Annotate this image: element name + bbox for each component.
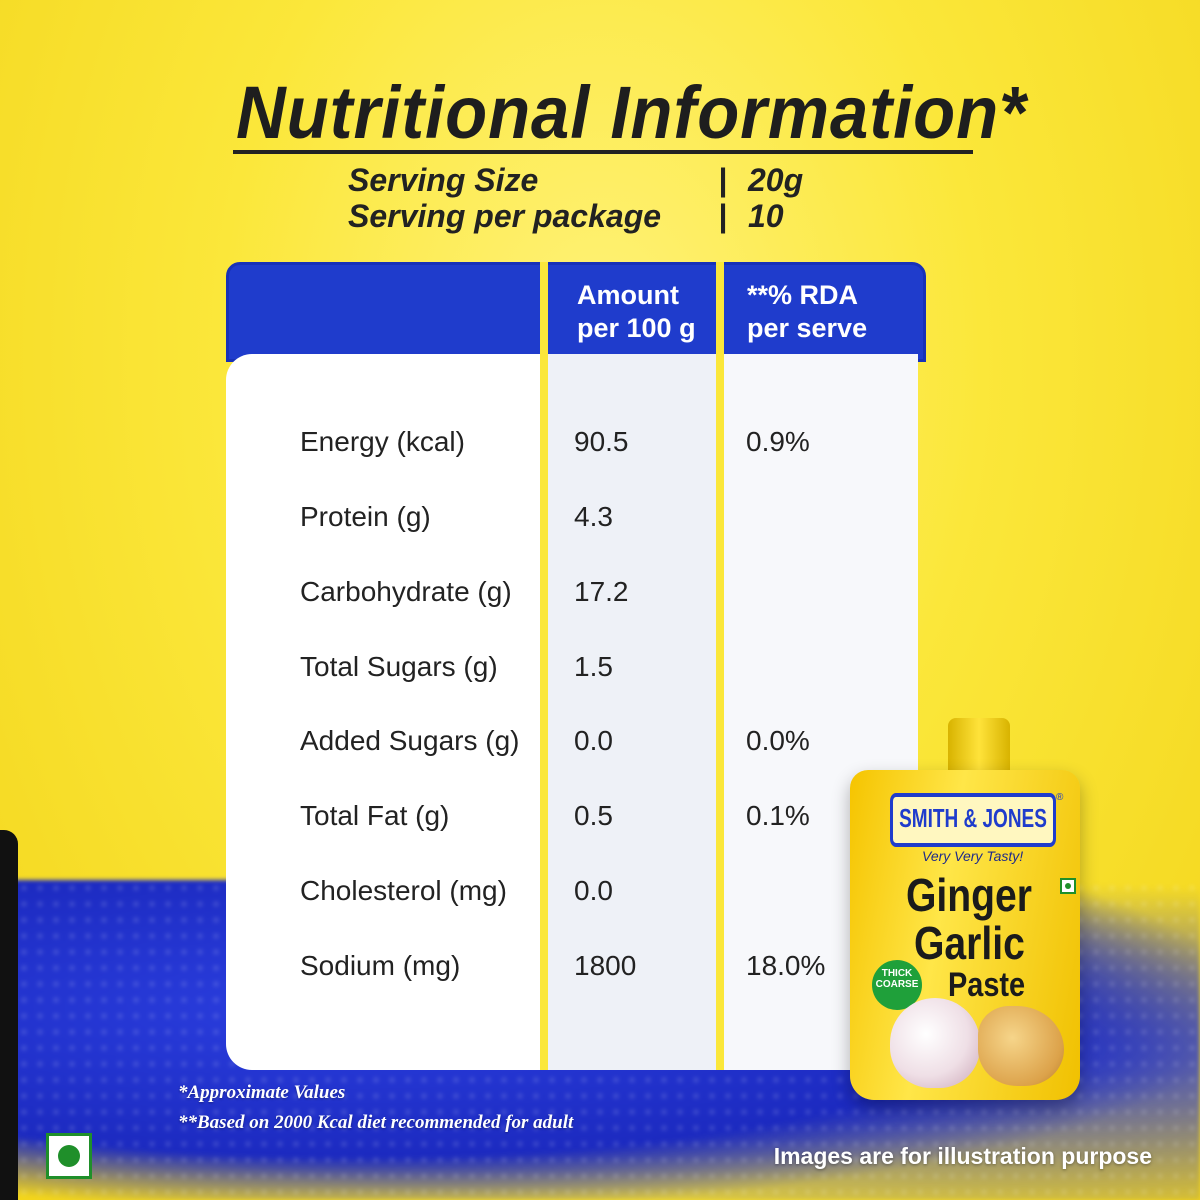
nutrient-name: Added Sugars (g) (300, 725, 520, 756)
vegetarian-icon (1060, 878, 1076, 894)
table-row: Total Fat (g) 0.5 0.1% (226, 800, 926, 840)
nutrient-name: Protein (g) (300, 501, 431, 532)
thick-coarse-badge: THICK COARSE (872, 960, 922, 1010)
product-name-line2: Garlic (914, 917, 1025, 969)
footnote-rda-basis: **Based on 2000 Kcal diet recommended fo… (178, 1112, 574, 1133)
table-row: Total Sugars (g) 1.5 (226, 651, 926, 691)
column-divider (716, 262, 724, 1070)
nutrient-amount: 17.2 (574, 576, 629, 607)
nutrient-amount: 4.3 (574, 501, 613, 532)
ginger-icon (978, 1006, 1064, 1086)
brand-logo: SMITH & JONES (890, 793, 1056, 847)
serving-size-value: 20g (748, 162, 804, 198)
table-header: Amount per 100 g **% RDA per serve (226, 262, 926, 362)
table-row: Sodium (mg) 1800 18.0% (226, 950, 926, 990)
nutrient-amount: 0.5 (574, 800, 613, 831)
serving-per-package-label: Serving per package (348, 198, 662, 234)
serving-size-label: Serving Size (348, 162, 539, 198)
nutrient-name: Total Sugars (g) (300, 651, 498, 682)
table-row: Carbohydrate (g) 17.2 (226, 576, 926, 616)
nutrient-name: Energy (kcal) (300, 426, 465, 457)
nutrient-name: Sodium (mg) (300, 950, 461, 981)
serving-size-row: Serving Size | 20g (348, 162, 803, 199)
nutrient-rda: 0.1% (746, 800, 810, 831)
amount-column-shade (548, 354, 716, 1070)
product-tagline: Very Very Tasty! (922, 848, 1024, 864)
table-row: Added Sugars (g) 0.0 0.0% (226, 725, 926, 765)
pouch-cap (948, 718, 1010, 776)
illustration-disclaimer: Images are for illustration purpose (773, 1143, 1152, 1169)
serving-per-package-value: 10 (748, 198, 784, 234)
registered-mark: ® (1056, 792, 1064, 803)
vegetarian-icon (46, 1133, 92, 1179)
nutrient-name: Cholesterol (mg) (300, 875, 507, 906)
nutrient-name: Total Fat (g) (300, 800, 450, 831)
header-amount: Amount per 100 g (577, 280, 696, 343)
title-underline (233, 150, 973, 154)
product-name-line3: Paste (948, 966, 1026, 1004)
page-title: Nutritional Information* (236, 71, 1027, 154)
nutrient-amount: 1.5 (574, 651, 613, 682)
serving-separator: | (718, 198, 727, 234)
nutrient-name: Carbohydrate (g) (300, 576, 512, 607)
footnote-approximate: *Approximate Values (178, 1082, 346, 1103)
nutrient-amount: 0.0 (574, 875, 613, 906)
garlic-icon (890, 998, 980, 1088)
nutrient-rda: 0.0% (746, 725, 810, 756)
nutrient-rda: 0.9% (746, 426, 810, 457)
nutrient-amount: 90.5 (574, 426, 629, 457)
nutrition-table: Amount per 100 g **% RDA per serve Energ… (226, 262, 926, 1070)
table-row: Protein (g) 4.3 (226, 501, 926, 541)
table-row: Cholesterol (mg) 0.0 (226, 875, 926, 915)
header-rda: **% RDA per serve (747, 280, 868, 343)
nutrient-amount: 0.0 (574, 725, 613, 756)
serving-per-package-row: Serving per package | 10 (348, 198, 784, 235)
serving-separator: | (718, 162, 727, 198)
nutrient-rda: 18.0% (746, 950, 826, 981)
product-pouch-image: SMITH & JONES ® Very Very Tasty! Ginger … (850, 770, 1080, 1100)
nutrient-amount: 1800 (574, 950, 637, 981)
column-divider (540, 262, 548, 1070)
product-name-line1: Ginger (906, 869, 1033, 921)
dark-edge-decoration (0, 830, 18, 1200)
table-row: Energy (kcal) 90.5 0.9% (226, 426, 926, 466)
